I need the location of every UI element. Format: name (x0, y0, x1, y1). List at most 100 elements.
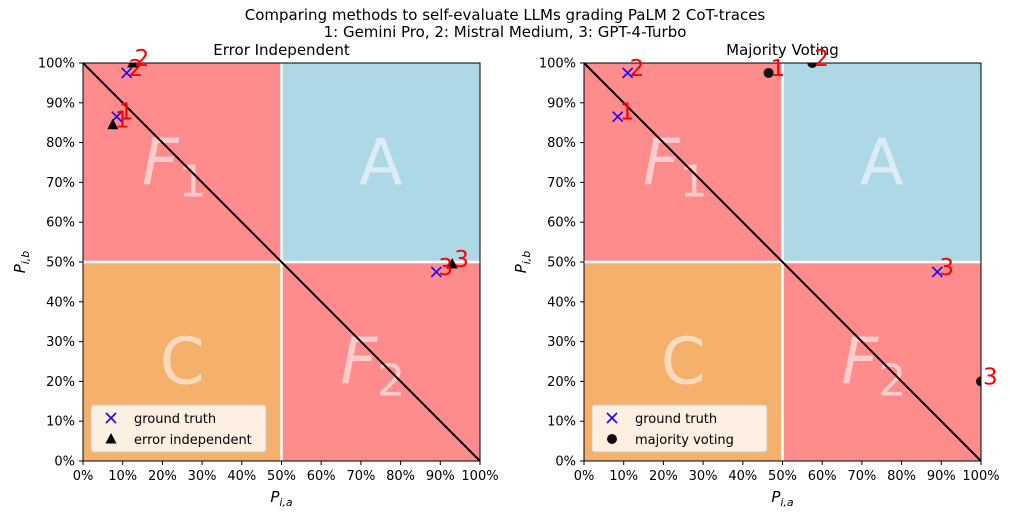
x-tick-label: 80% (887, 469, 916, 484)
chart-title: Error Independent (213, 41, 350, 59)
x-tick-label: 70% (346, 469, 375, 484)
suptitle-line-1: Comparing methods to self-evaluate LLMs … (244, 6, 766, 24)
legend-box (90, 404, 267, 453)
y-tick-label: 90% (547, 96, 576, 111)
x-tick-label: 0% (73, 469, 94, 484)
chart-panel-2: F1 AC F20% 10% 20% 30% 40% 50% 60% 70% 80% 90% 100%0… (512, 41, 1000, 509)
point-label-2: 2 (129, 56, 144, 82)
y-tick-label: 50% (46, 256, 75, 271)
y-tick-label: 30% (46, 335, 75, 350)
x-tick-label: 30% (689, 469, 718, 484)
x-tick-label: 20% (148, 469, 177, 484)
x-tick-label: 70% (847, 469, 876, 484)
point-label-3: 3 (438, 255, 453, 281)
legend-marker-x (606, 412, 618, 424)
legend-entry: error independent (134, 433, 252, 448)
y-tick-label: 40% (46, 295, 75, 310)
point-triangle-2 (127, 63, 139, 68)
y-tick-label: 60% (46, 216, 75, 231)
region-label-c: C (661, 326, 706, 400)
legend-box (591, 404, 768, 453)
point-label-2: 2 (630, 56, 645, 82)
region-label-a: A (860, 127, 904, 201)
point-triangle-3 (446, 257, 458, 269)
legend: ground truth error independent (90, 404, 267, 453)
suptitle-line-2: 1: Gemini Pro, 2: Mistral Medium, 3: GPT… (323, 23, 687, 41)
x-tick-label: 80% (386, 469, 415, 484)
legend-entry: majority voting (635, 433, 734, 448)
figure-suptitle: Comparing methods to self-evaluate LLMs … (0, 7, 1010, 41)
region-label-a: A (359, 127, 403, 201)
y-tick-label: 80% (46, 136, 75, 151)
y-tick-label: 20% (547, 375, 576, 390)
point-label-1: 1 (620, 100, 635, 126)
y-tick-label: 10% (46, 415, 75, 430)
y-tick-label: 60% (547, 216, 576, 231)
point-x-2 (622, 67, 634, 79)
x-tick-label: 50% (768, 469, 797, 484)
x-tick-label: 30% (188, 469, 217, 484)
legend: ground truth majority voting (591, 404, 768, 453)
x-tick-label: 0% (574, 469, 595, 484)
point-label-1: 1 (119, 100, 134, 126)
x-tick-label: 90% (426, 469, 455, 484)
y-tick-label: 10% (547, 415, 576, 430)
chart-title: Majority Voting (726, 41, 839, 59)
x-tick-label: 10% (108, 469, 137, 484)
point-label-1: 1 (115, 108, 130, 134)
y-tick-label: 50% (547, 256, 576, 271)
x-axis-label: Pi,a (270, 488, 293, 509)
point-x-1 (612, 111, 624, 123)
y-axis-label: Pi,b (11, 251, 32, 274)
diagonal-line (583, 62, 982, 462)
y-tick-label: 70% (46, 176, 75, 191)
region-a (281, 63, 480, 262)
diagonal-line (82, 62, 481, 462)
x-tick-label: 10% (609, 469, 638, 484)
x-tick-label: 90% (927, 469, 956, 484)
x-tick-label: 40% (227, 469, 256, 484)
x-tick-label: 100% (962, 469, 999, 484)
point-label-3: 3 (939, 255, 954, 281)
x-axis-label: Pi,a (771, 488, 794, 509)
y-tick-label: 20% (46, 375, 75, 390)
point-triangle-1 (107, 118, 119, 130)
point-x-3 (931, 266, 943, 278)
legend-marker-triangle (105, 433, 117, 444)
point-label-2: 2 (814, 46, 829, 72)
point-label-1: 1 (771, 56, 786, 82)
point-x-3 (430, 266, 442, 278)
y-tick-label: 0% (54, 455, 75, 470)
markers-layer (107, 63, 458, 278)
point-circle-2 (807, 63, 818, 68)
region-a (782, 63, 981, 262)
point-x-2 (121, 67, 133, 79)
y-axis-label: Pi,b (512, 251, 533, 274)
y-tick-label: 90% (46, 96, 75, 111)
x-tick-label: 50% (267, 469, 296, 484)
markers-layer (612, 63, 981, 387)
point-label-3: 3 (983, 364, 998, 390)
point-circle-3 (976, 376, 981, 387)
y-tick-label: 80% (547, 136, 576, 151)
y-tick-label: 70% (547, 176, 576, 191)
y-tick-label: 0% (555, 455, 576, 470)
x-tick-label: 40% (728, 469, 757, 484)
y-tick-label: 100% (38, 57, 75, 72)
legend-entry: ground truth (134, 412, 216, 427)
chart-panel-1: F1 AC F20% 10% 20% 30% 40% 50% 60% 70% 80% 90% 100%0… (11, 41, 499, 509)
x-tick-label: 100% (461, 469, 498, 484)
y-tick-label: 40% (547, 295, 576, 310)
y-tick-label: 100% (539, 57, 576, 72)
x-tick-label: 60% (808, 469, 837, 484)
legend-marker-x (105, 412, 117, 424)
legend-entry: ground truth (635, 412, 717, 427)
region-label-c: C (160, 326, 205, 400)
x-tick-label: 60% (307, 469, 336, 484)
x-tick-label: 20% (649, 469, 678, 484)
point-circle-1 (763, 67, 774, 78)
legend-marker-circle (607, 434, 617, 444)
point-label-2: 2 (135, 46, 150, 72)
y-tick-label: 30% (547, 335, 576, 350)
